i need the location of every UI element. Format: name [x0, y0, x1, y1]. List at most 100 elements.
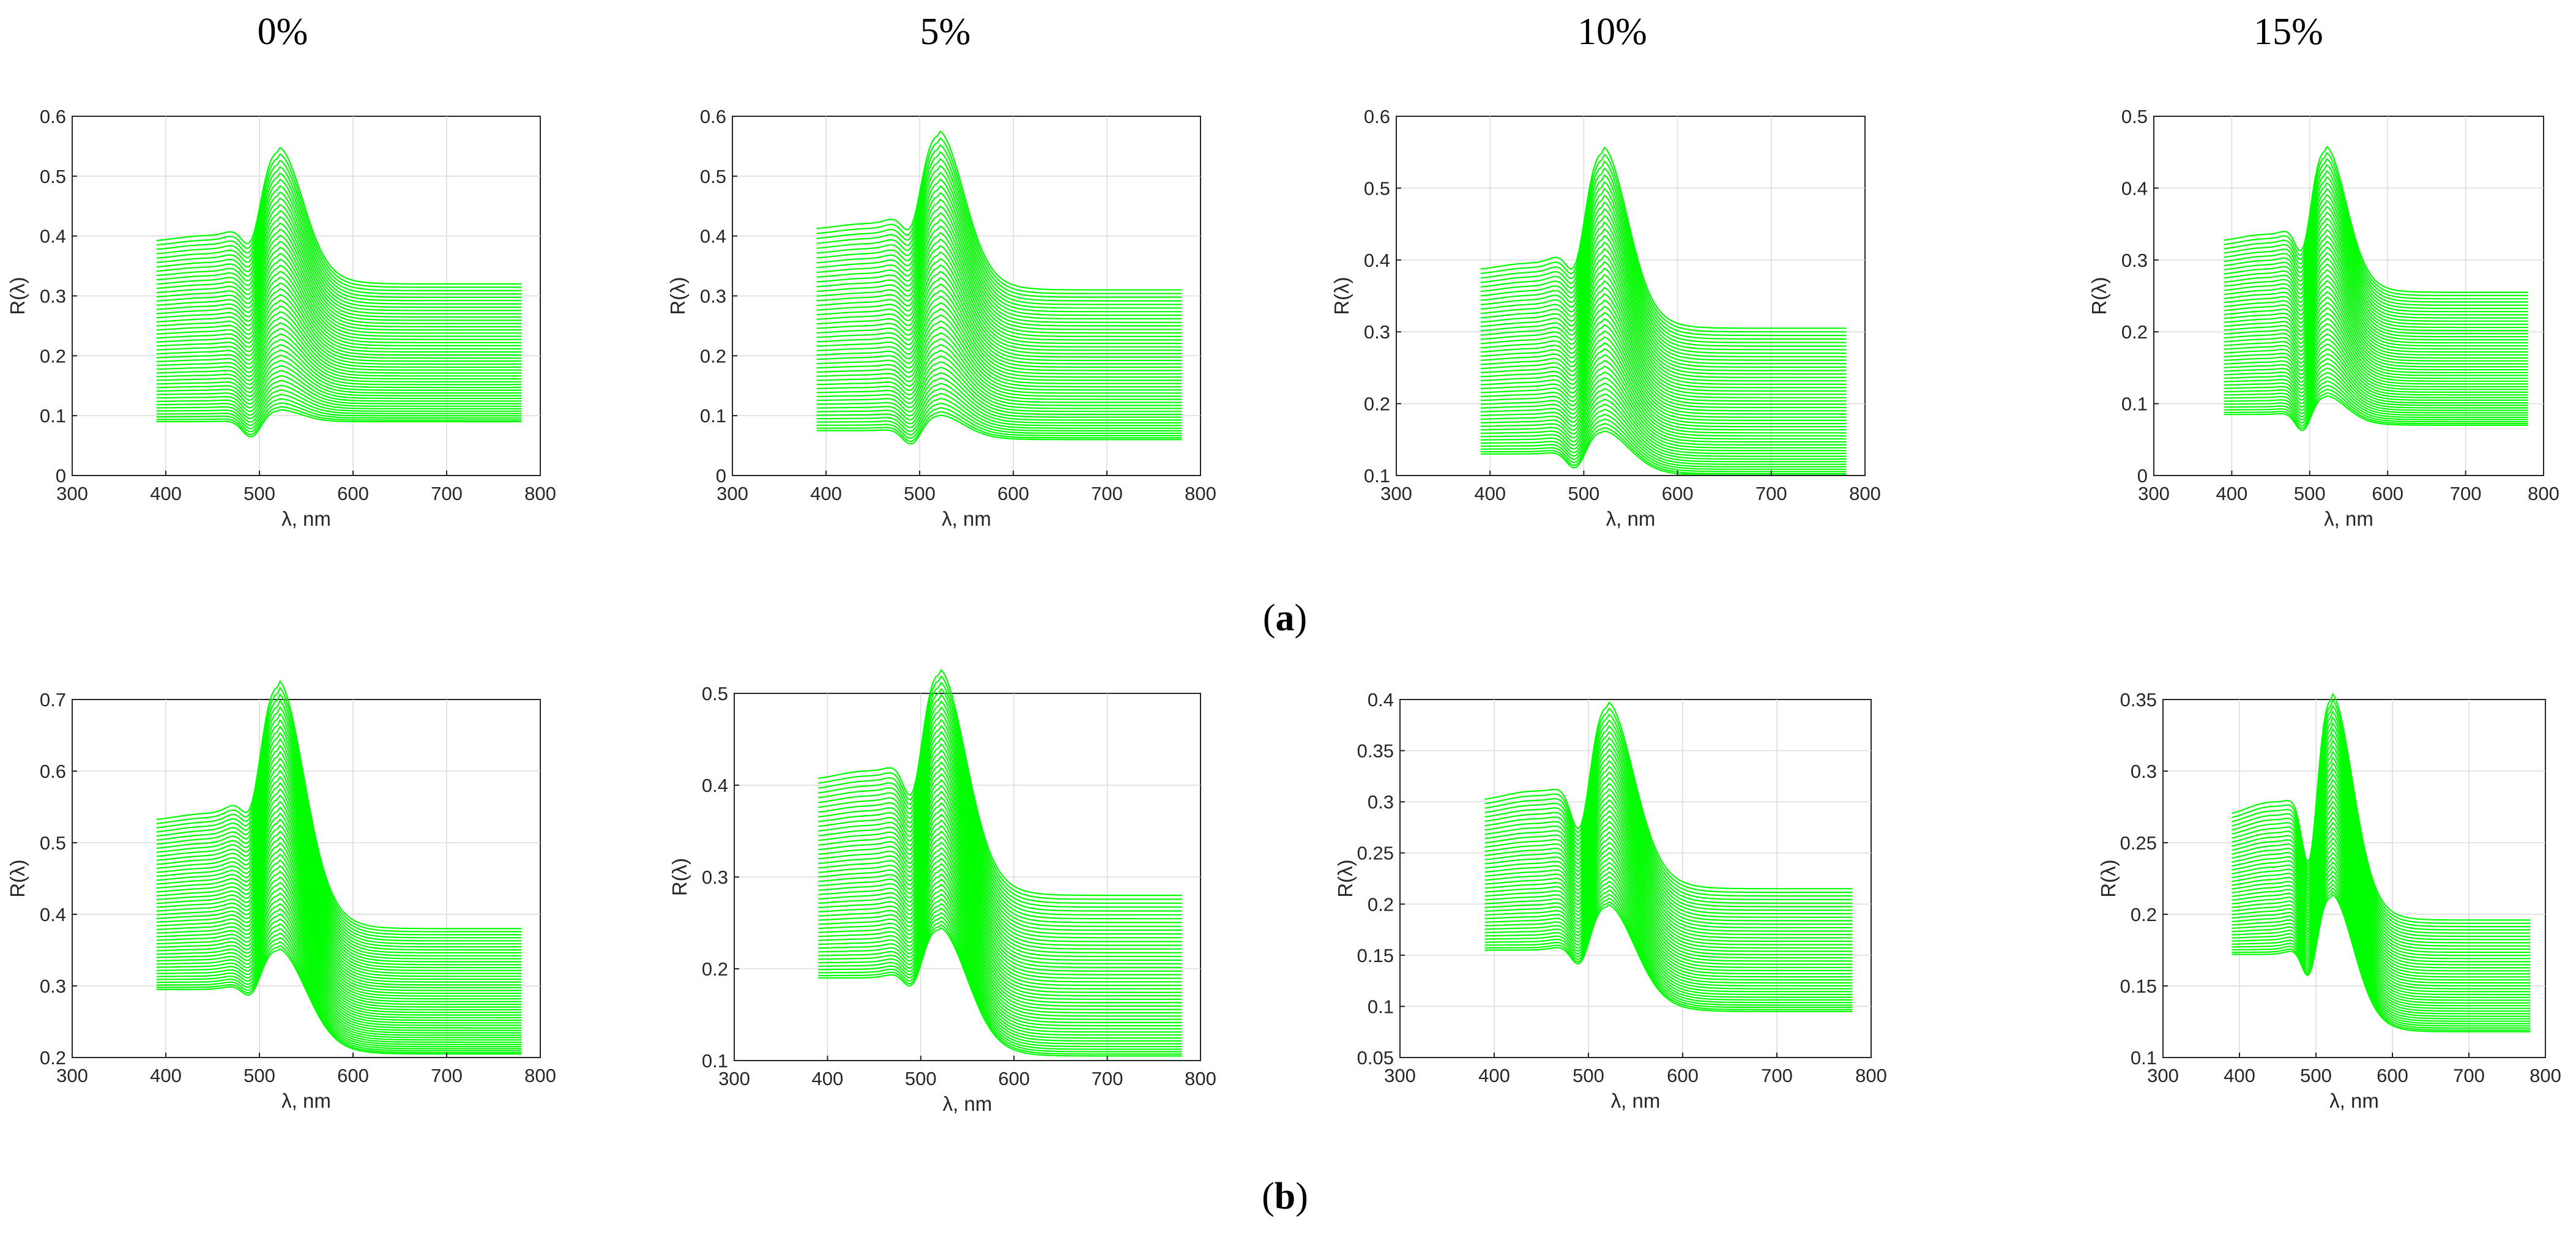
series-line [156, 354, 522, 397]
x-tick-label: 500 [905, 1068, 937, 1089]
x-tick-label: 600 [337, 1065, 369, 1086]
series-line [1480, 413, 1847, 468]
series-line [2232, 767, 2530, 963]
series-line [156, 913, 522, 1039]
series-line [816, 231, 1182, 345]
series-line [2224, 274, 2528, 362]
series-line [1480, 422, 1847, 472]
series-line [1480, 360, 1847, 440]
series-line [1480, 280, 1847, 398]
series-line [156, 234, 522, 331]
x-tick-label: 300 [56, 1065, 88, 1086]
y-tick-label: 0.2 [40, 345, 66, 367]
y-tick-label: 0.3 [40, 976, 66, 997]
series-line [1480, 228, 1847, 371]
series-line [816, 218, 1182, 337]
series-line [156, 197, 522, 312]
series-line [818, 767, 1182, 957]
series-line [2224, 234, 2528, 341]
series-line [1484, 841, 1853, 975]
series-line [2232, 821, 2530, 993]
series-line [1480, 174, 1847, 343]
y-tick-label: 0.6 [700, 106, 726, 127]
series-line [156, 311, 522, 371]
series-line [156, 305, 522, 368]
series-line [1484, 880, 1853, 998]
series-line [2232, 826, 2530, 996]
series-line [2232, 846, 2530, 1007]
series-line [816, 372, 1182, 418]
series-line [1480, 371, 1847, 446]
series-line [818, 802, 1182, 979]
series-line [1480, 342, 1847, 431]
series-line [816, 185, 1182, 319]
series-line [156, 794, 522, 983]
series-line [816, 137, 1182, 294]
series-line [816, 407, 1182, 439]
series-line [1484, 771, 1853, 932]
y-axis-label: R(λ) [668, 858, 691, 896]
y-tick-label: 0.2 [2131, 904, 2157, 925]
series-line [156, 185, 522, 305]
series-line [818, 920, 1182, 1053]
series-line [818, 852, 1182, 1010]
y-tick-label: 0.2 [1364, 394, 1390, 415]
series-line [156, 725, 522, 951]
y-tick-label: 0.1 [1368, 996, 1394, 1017]
series-line [156, 178, 522, 302]
series-line [156, 191, 522, 308]
series-line [2232, 856, 2530, 1012]
series-line [816, 398, 1182, 432]
series-line [2224, 176, 2528, 310]
y-tick-label: 0.35 [1357, 741, 1394, 762]
series-line [2232, 784, 2530, 972]
row-label-a-letter: a [1276, 597, 1295, 639]
x-tick-label: 500 [1568, 483, 1600, 504]
row-label-b: (b) [1262, 1176, 1308, 1217]
series-line [156, 836, 522, 1002]
series-group [2232, 692, 2530, 1032]
column-title-1: 5% [920, 11, 971, 53]
x-tick-label: 600 [997, 483, 1029, 504]
row-label-b-letter: b [1275, 1176, 1295, 1217]
series-line [816, 151, 1182, 302]
y-tick-label: 0.3 [702, 867, 728, 888]
series-line [2224, 252, 2528, 350]
series-line [2232, 698, 2530, 924]
series-line [1480, 354, 1847, 437]
y-tick-label: 0.1 [2131, 1047, 2157, 1069]
series-line [1480, 318, 1847, 418]
y-tick-label: 0.5 [40, 166, 66, 187]
series-line [1484, 821, 1853, 962]
series-line [2232, 795, 2530, 978]
series-line [818, 785, 1182, 968]
series-line [818, 927, 1182, 1057]
series-line [1484, 799, 1853, 949]
x-tick-label: 800 [1855, 1065, 1887, 1086]
series-line [818, 749, 1182, 946]
series-line [156, 700, 522, 939]
y-tick-label: 0.5 [702, 683, 728, 704]
series-line [816, 308, 1182, 384]
y-tick-label: 0.3 [700, 286, 726, 307]
series-line [2224, 145, 2528, 293]
series-line [816, 198, 1182, 327]
series-line [2232, 894, 2530, 1032]
y-axis-label: R(λ) [6, 277, 29, 315]
series-line [156, 264, 522, 346]
series-line [816, 258, 1182, 358]
series-line [818, 873, 1182, 1023]
series-line [2232, 789, 2530, 975]
series-line [1484, 904, 1853, 1012]
series-line [1484, 831, 1853, 968]
chart-panel-a-1: 300 400 500 600 700 800 0 0.1 0.2 0.3 0.4 0.5 0.6 λ, … [666, 106, 1216, 530]
x-tick-label: 500 [244, 1065, 275, 1086]
series-line [1484, 889, 1853, 1004]
chart-panel-b-5: 300 400 500 600 700 800 0.1 0.2 0.3 0.4 0.5 λ, nm R(… [668, 668, 1216, 1115]
y-tick-label: 0.4 [1368, 689, 1394, 711]
series-line [156, 365, 522, 405]
series-line [1480, 167, 1847, 340]
x-tick-label: 800 [2528, 483, 2559, 504]
series-line [818, 731, 1182, 935]
x-axis-label: λ, nm [1606, 507, 1656, 530]
